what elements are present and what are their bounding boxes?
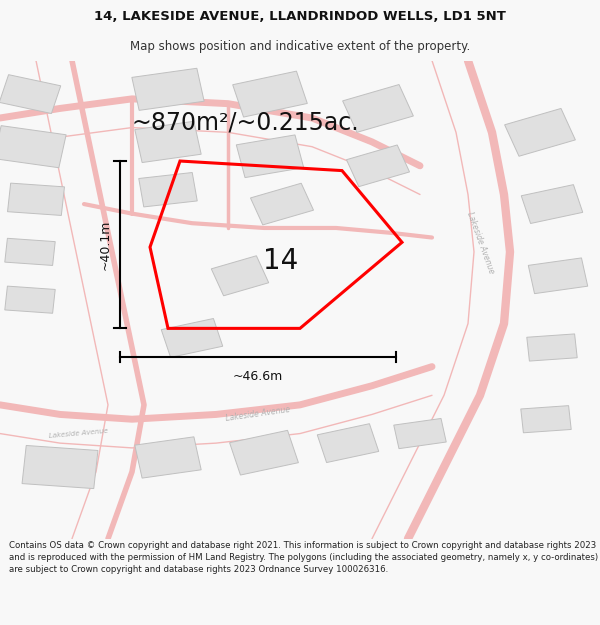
Text: Lakeside Avenue: Lakeside Avenue (464, 210, 496, 274)
Polygon shape (211, 256, 269, 296)
Polygon shape (135, 121, 201, 162)
Polygon shape (139, 173, 197, 207)
Polygon shape (317, 424, 379, 462)
Polygon shape (343, 84, 413, 132)
Text: 14: 14 (263, 247, 299, 274)
Polygon shape (236, 135, 304, 178)
Polygon shape (0, 74, 61, 114)
Polygon shape (5, 286, 55, 313)
Polygon shape (161, 319, 223, 357)
Polygon shape (394, 419, 446, 449)
Polygon shape (505, 109, 575, 156)
Text: ~870m²/~0.215ac.: ~870m²/~0.215ac. (132, 111, 359, 135)
Polygon shape (5, 238, 55, 266)
Polygon shape (8, 183, 64, 216)
Polygon shape (521, 184, 583, 224)
Text: Lakeside Avenue: Lakeside Avenue (225, 406, 291, 423)
Text: 14, LAKESIDE AVENUE, LLANDRINDOD WELLS, LD1 5NT: 14, LAKESIDE AVENUE, LLANDRINDOD WELLS, … (94, 10, 506, 23)
Polygon shape (250, 183, 314, 225)
Polygon shape (521, 406, 571, 432)
Polygon shape (132, 68, 204, 111)
Polygon shape (527, 334, 577, 361)
Text: ~46.6m: ~46.6m (233, 369, 283, 382)
Polygon shape (233, 71, 307, 117)
Text: Lakeside Avenue: Lakeside Avenue (48, 428, 108, 439)
Polygon shape (135, 437, 201, 478)
Text: Contains OS data © Crown copyright and database right 2021. This information is : Contains OS data © Crown copyright and d… (9, 541, 598, 574)
Text: ~40.1m: ~40.1m (98, 219, 112, 270)
Text: Map shows position and indicative extent of the property.: Map shows position and indicative extent… (130, 40, 470, 52)
Polygon shape (346, 145, 410, 187)
Polygon shape (230, 431, 298, 475)
Polygon shape (0, 126, 66, 168)
Polygon shape (528, 258, 588, 294)
Polygon shape (22, 446, 98, 489)
